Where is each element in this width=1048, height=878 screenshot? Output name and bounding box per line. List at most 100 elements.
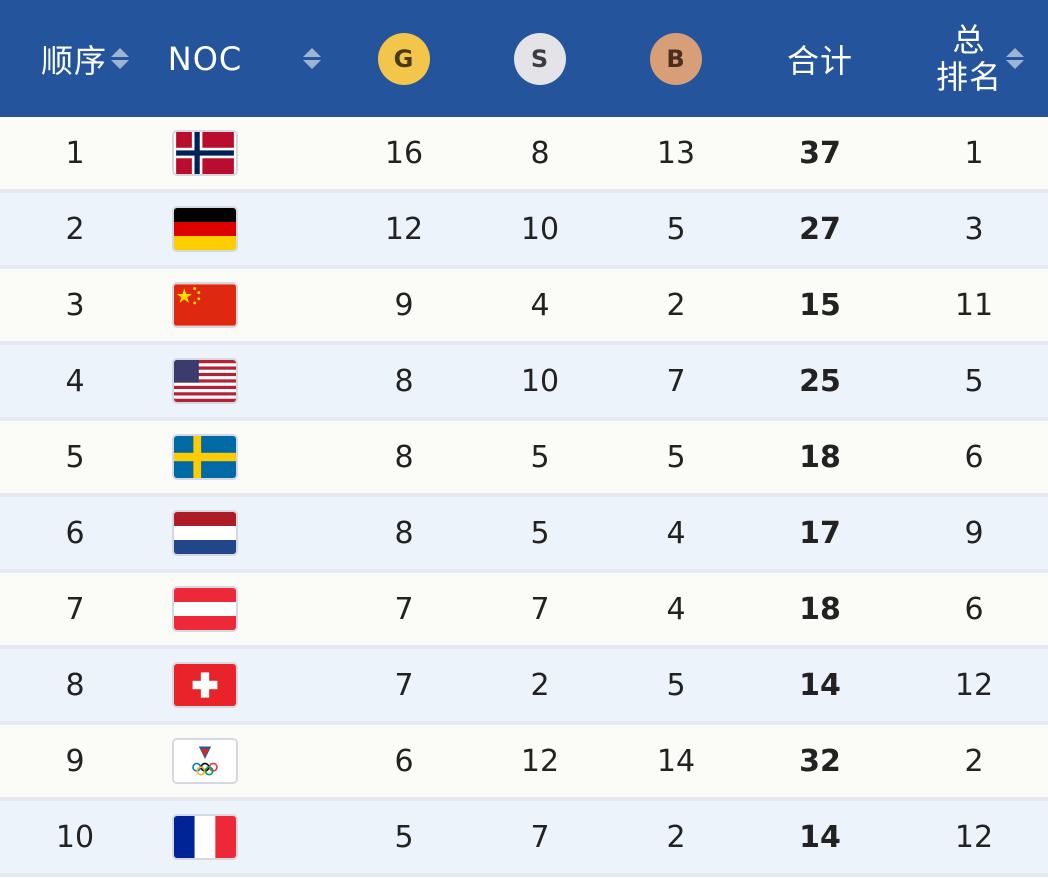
- order-cell-value: 7: [65, 591, 85, 627]
- austria-flag-icon[interactable]: [174, 588, 236, 630]
- order-cell: 6: [20, 497, 130, 569]
- table-row[interactable]: 4 8 10 7 25 5: [0, 345, 1048, 421]
- table-body: 1 16 8 13 37 1 2 12 10 5 27 3 3 9 4 2 15 11 4 8 10 7 25 5 5 8 5 5 18…: [0, 117, 1048, 877]
- gold-cell-value: 6: [394, 743, 414, 779]
- overall-rank-cell: 6: [914, 421, 1034, 493]
- total-cell-value: 14: [799, 667, 841, 703]
- gold-cell-value: 8: [394, 439, 414, 475]
- noc-cell: [150, 193, 260, 265]
- gold-cell-value: 12: [384, 211, 424, 247]
- total-header-label: 合计: [786, 41, 853, 80]
- order-cell: 4: [20, 345, 130, 417]
- overall-rank-cell: 9: [914, 497, 1034, 569]
- germany-flag-icon[interactable]: [174, 208, 236, 250]
- gold-cell: 8: [354, 497, 454, 569]
- overall-rank-cell-value: 6: [964, 439, 984, 475]
- bronze-cell-value: 5: [666, 667, 686, 703]
- overall-rank-line2: 排名: [935, 57, 1002, 96]
- noc-cell: [150, 649, 260, 721]
- overall-rank-cell: 2: [914, 725, 1034, 797]
- silver-cell: 4: [490, 269, 590, 341]
- total-header[interactable]: 合计: [760, 0, 880, 117]
- sort-rank-icon[interactable]: [1006, 48, 1024, 69]
- table-row[interactable]: 6 8 5 4 17 9: [0, 497, 1048, 573]
- noc-sort-wrap[interactable]: [290, 0, 330, 117]
- china-flag-icon[interactable]: [174, 284, 236, 326]
- silver-cell: 7: [490, 573, 590, 645]
- bronze-cell-value: 7: [666, 363, 686, 399]
- bronze-cell: 13: [626, 117, 726, 189]
- gold-cell: 8: [354, 345, 454, 417]
- total-cell-value: 37: [799, 135, 841, 171]
- gold-medal-icon: G: [378, 32, 430, 85]
- gold-cell-value: 7: [394, 667, 414, 703]
- bronze-cell: 5: [626, 193, 726, 265]
- silver-cell: 12: [490, 725, 590, 797]
- table-row[interactable]: 1 16 8 13 37 1: [0, 117, 1048, 193]
- table-row[interactable]: 7 7 7 4 18 6: [0, 573, 1048, 649]
- total-cell-value: 25: [799, 363, 841, 399]
- gold-cell-value: 16: [384, 135, 424, 171]
- table-row[interactable]: 3 9 4 2 15 11: [0, 269, 1048, 345]
- overall-rank-cell-value: 11: [954, 287, 994, 323]
- order-header[interactable]: 顺序: [30, 0, 140, 117]
- switzerland-flag-icon[interactable]: [174, 664, 236, 706]
- total-cell: 25: [760, 345, 880, 417]
- overall-rank-header[interactable]: 总 排名: [920, 0, 1040, 117]
- overall-rank-cell: 6: [914, 573, 1034, 645]
- table-row[interactable]: 8 7 2 5 14 12: [0, 649, 1048, 725]
- silver-cell-value: 12: [520, 743, 560, 779]
- sweden-flag-icon[interactable]: [174, 436, 236, 478]
- table-row[interactable]: 10 5 7 2 14 12: [0, 801, 1048, 877]
- overall-rank-cell-value: 9: [964, 515, 984, 551]
- order-cell: 1: [20, 117, 130, 189]
- total-cell-value: 18: [799, 439, 841, 475]
- order-cell: 2: [20, 193, 130, 265]
- silver-cell-value: 10: [520, 363, 560, 399]
- silver-cell: 10: [490, 345, 590, 417]
- silver-cell: 7: [490, 801, 590, 873]
- silver-cell: 2: [490, 649, 590, 721]
- bronze-header[interactable]: B: [626, 0, 726, 117]
- total-cell: 15: [760, 269, 880, 341]
- gold-cell-value: 8: [394, 515, 414, 551]
- total-cell: 14: [760, 801, 880, 873]
- noc-header[interactable]: NOC: [150, 0, 260, 117]
- order-cell: 7: [20, 573, 130, 645]
- usa-flag-icon[interactable]: [174, 360, 236, 402]
- order-cell-value: 1: [65, 135, 85, 171]
- gold-medal-label: G: [393, 44, 415, 73]
- total-cell: 27: [760, 193, 880, 265]
- table-row[interactable]: 5 8 5 5 18 6: [0, 421, 1048, 497]
- sort-noc-icon[interactable]: [303, 48, 321, 69]
- silver-cell-value: 5: [530, 515, 550, 551]
- silver-header[interactable]: S: [490, 0, 590, 117]
- overall-rank-cell-value: 12: [954, 667, 994, 703]
- gold-cell-value: 9: [394, 287, 414, 323]
- bronze-cell-value: 14: [656, 743, 696, 779]
- total-cell: 37: [760, 117, 880, 189]
- silver-cell-value: 7: [530, 591, 550, 627]
- table-header: 顺序 NOC G S B 合计 总 排名: [0, 0, 1048, 117]
- roc-flag-icon[interactable]: [174, 740, 236, 782]
- norway-flag-icon[interactable]: [174, 132, 236, 174]
- table-row[interactable]: 9 6 12 14 32 2: [0, 725, 1048, 801]
- total-cell: 17: [760, 497, 880, 569]
- noc-header-label: NOC: [167, 39, 243, 78]
- order-cell-value: 4: [65, 363, 85, 399]
- gold-cell: 9: [354, 269, 454, 341]
- silver-cell-value: 7: [530, 819, 550, 855]
- total-cell-value: 17: [799, 515, 841, 551]
- total-cell-value: 32: [799, 743, 841, 779]
- netherlands-flag-icon[interactable]: [174, 512, 236, 554]
- bronze-cell: 4: [626, 573, 726, 645]
- bronze-medal-icon: B: [650, 32, 702, 85]
- gold-cell: 16: [354, 117, 454, 189]
- france-flag-icon[interactable]: [174, 816, 236, 858]
- order-cell: 3: [20, 269, 130, 341]
- order-cell: 10: [20, 801, 130, 873]
- gold-header[interactable]: G: [354, 0, 454, 117]
- table-row[interactable]: 2 12 10 5 27 3: [0, 193, 1048, 269]
- sort-order-icon[interactable]: [111, 48, 129, 69]
- silver-cell-value: 8: [530, 135, 550, 171]
